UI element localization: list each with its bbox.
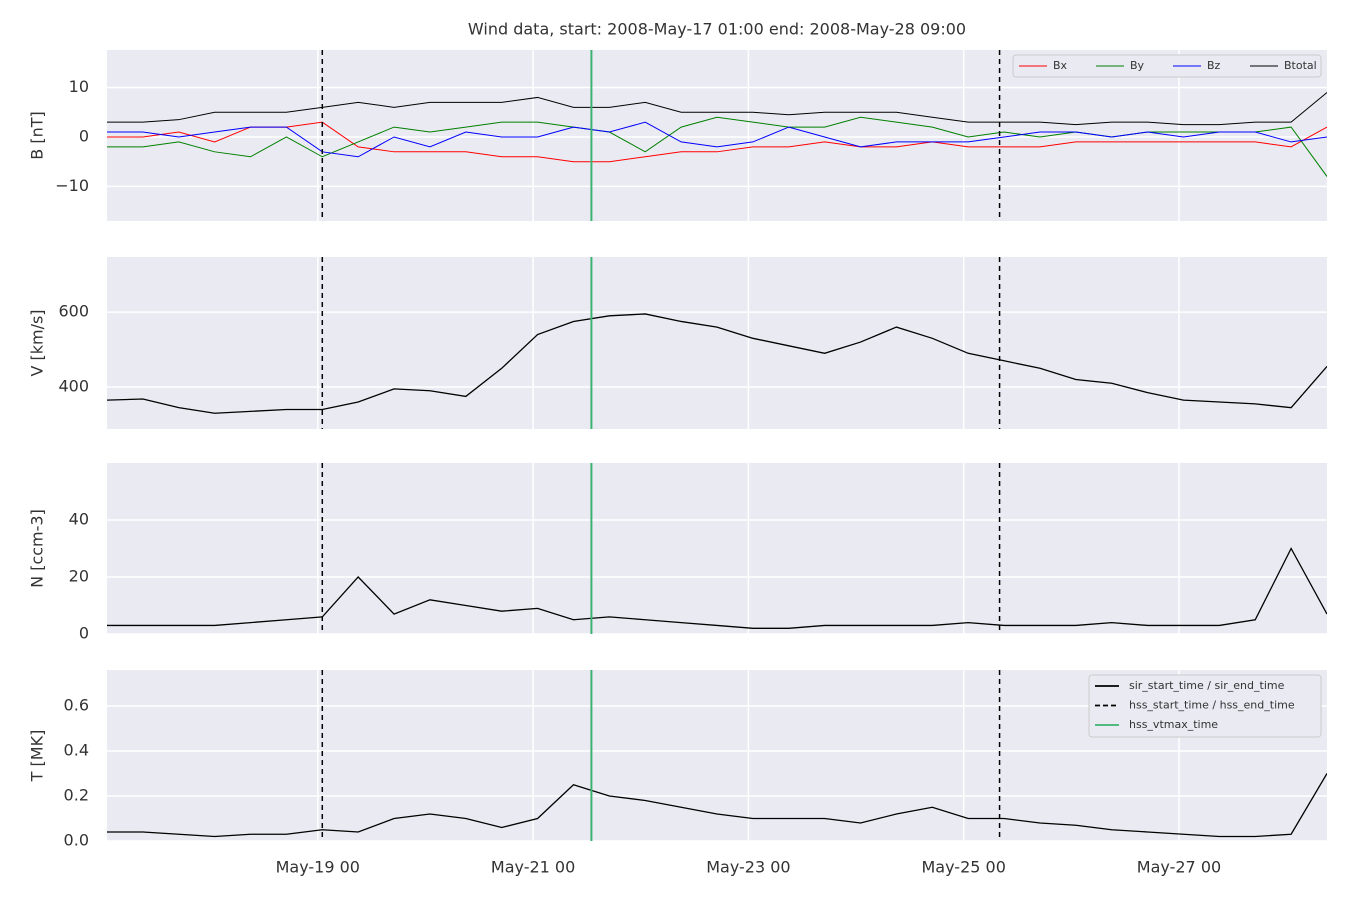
data-line [107,92,1327,126]
legend-label: Bz [1207,59,1221,72]
y-tick-label: 0.2 [64,786,89,805]
plot-lines [107,547,1327,629]
y-tick-label: −10 [55,176,89,195]
legend-label: hss_start_time / hss_end_time [1129,699,1295,712]
y-tick-label: 10 [69,77,89,96]
y-axis-label: B [nT] [28,111,47,159]
data-line [107,121,1327,158]
plot-lines [107,773,1327,838]
y-tick-label: 400 [58,377,89,396]
data-line [107,121,1327,163]
y-tick-label: 0 [79,624,89,643]
y-tick-label: 600 [58,302,89,321]
x-tick-label: May-23 00 [706,858,790,877]
y-tick-label: 20 [69,567,89,586]
x-tick-label: May-21 00 [491,858,575,877]
data-line [107,313,1327,414]
data-line [107,547,1327,629]
plot-lines [107,313,1327,414]
legend-label: Bx [1053,59,1068,72]
legend-label: hss_vtmax_time [1129,718,1218,731]
legend-label: By [1130,59,1145,72]
data-line [107,773,1327,838]
legend-label: Btotal [1284,59,1317,72]
x-tick-label: May-27 00 [1137,858,1221,877]
plot-area [107,463,1327,634]
y-tick-label: 0.4 [64,741,89,760]
x-tick-label: May-25 00 [922,858,1006,877]
y-tick-label: 0.0 [64,831,89,850]
legend-box [1088,674,1322,738]
legend-box [1012,54,1322,78]
y-tick-label: 40 [69,510,89,529]
plot-area [107,257,1327,429]
plot-lines [107,92,1327,177]
legend-label: sir_start_time / sir_end_time [1129,679,1285,692]
x-tick-label: May-19 00 [276,858,360,877]
y-axis-label: V [km/s] [28,309,47,376]
y-tick-label: 0 [79,126,89,145]
y-tick-label: 0.6 [64,696,89,715]
chart-title: Wind data, start: 2008-May-17 01:00 end:… [468,20,966,39]
y-axis-label: N [ccm-3] [28,509,47,588]
y-axis-label: T [MK] [28,730,47,783]
